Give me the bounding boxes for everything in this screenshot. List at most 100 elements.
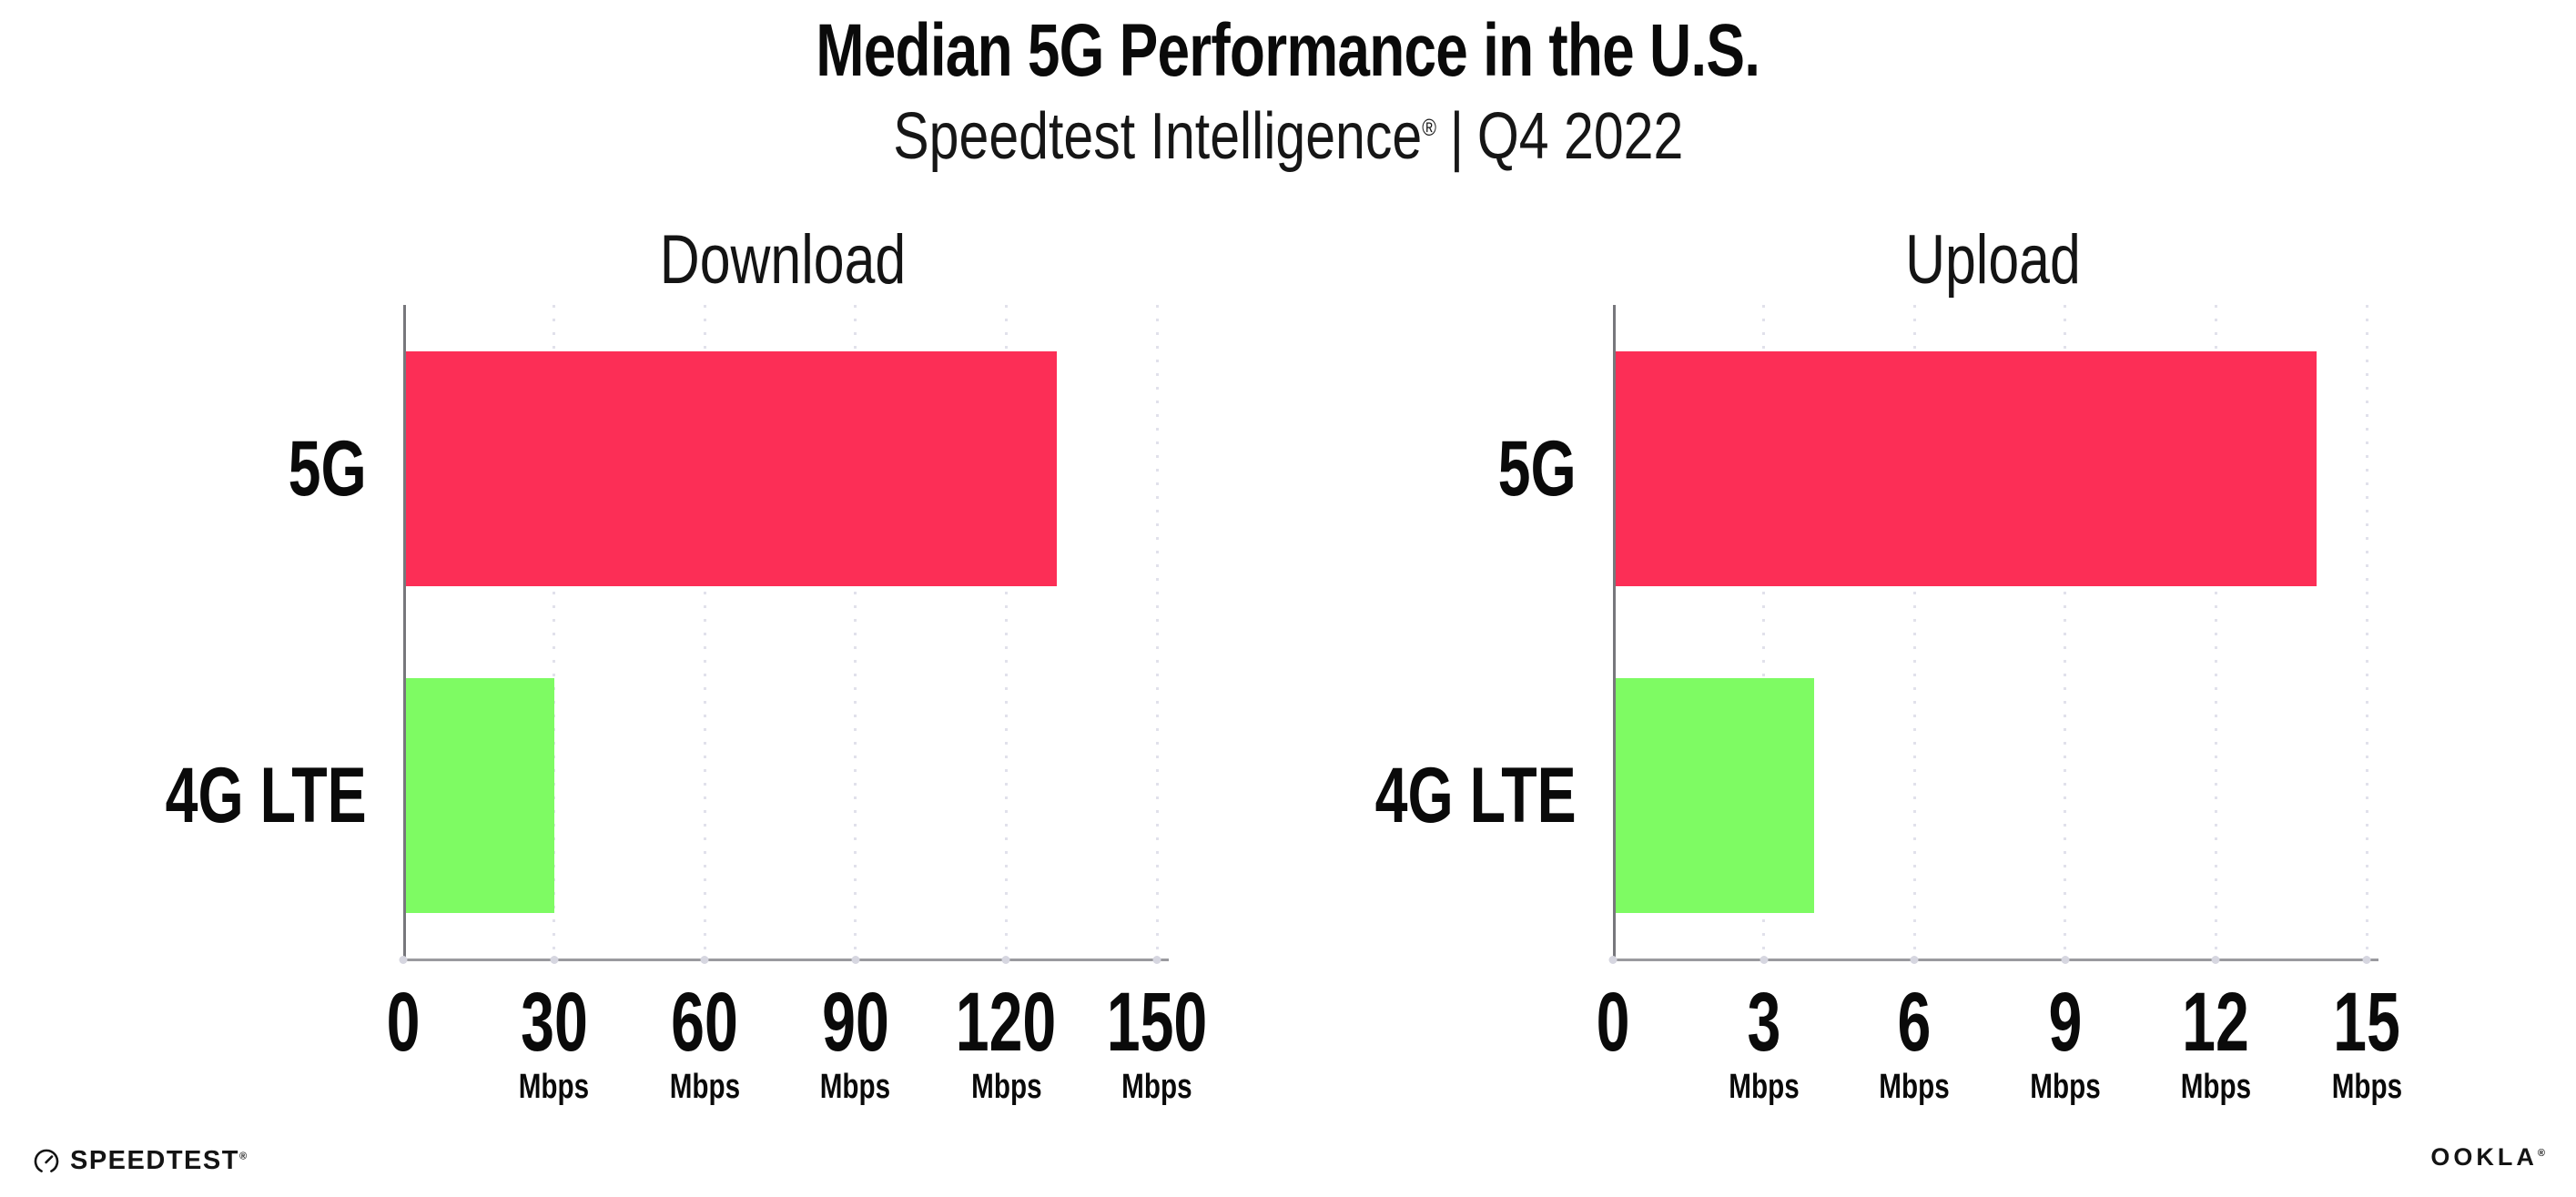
x-tick-12-upload: 12 Mbps [2169,961,2262,1107]
axis-tick-dot-6 [1910,956,1919,964]
y-axis-line-upload [1613,305,1616,959]
category-label-4g-lte-download: 4G LTE [98,755,367,837]
category-label-5g-download: 5G [262,428,367,510]
x-tick-unit-text: Mbps [518,1068,590,1106]
axis-tick-dot-3 [1760,956,1769,964]
bar-4g-lte-download [403,677,554,913]
x-tick-unit-text: Mbps [1879,1068,1950,1106]
registered-mark: ® [1421,114,1436,141]
x-tick-unit-text: Mbps [1728,1068,1800,1106]
axis-tick-dot-15 [2362,956,2371,964]
x-tick-unit: Mbps [2169,1067,2262,1107]
x-tick-unit-text: Mbps [2180,1068,2252,1106]
x-tick-unit: Mbps [937,1067,1077,1107]
x-tick-unit: Mbps [1087,1067,1227,1107]
speedtest-gauge-icon [34,1149,59,1172]
x-tick-unit: Mbps [507,1067,600,1107]
x-tick-value-text: 12 [2182,976,2250,1069]
speedtest-logo: SPEEDTEST® [33,1146,248,1176]
x-tick-90-download: 90 Mbps [809,961,902,1107]
download-chart-title: Download [659,221,907,299]
x-tick-value-text: 30 [520,976,588,1069]
x-tick-unit-text: Mbps [2331,1068,2402,1106]
download-plot-area [403,305,1162,959]
bar-5g-upload [1613,350,2317,586]
axis-tick-dot-90 [851,956,860,964]
x-tick-6-upload: 6 Mbps [1870,961,1960,1107]
x-tick-unit-text: Mbps [669,1068,740,1106]
x-tick-value-text: 60 [671,976,739,1069]
subtitle-brand: Speedtest Intelligence [892,100,1422,173]
gridline-3 [1762,305,1766,959]
x-tick-120-download: 120 Mbps [937,961,1077,1107]
x-tick-value-text: 150 [1106,976,1208,1069]
x-tick-150-download: 150 Mbps [1087,961,1227,1107]
gridline-60 [703,305,706,959]
x-tick-unit: Mbps [1719,1067,1809,1107]
x-tick-value: 12 [2169,976,2262,1069]
x-tick-60-download: 60 Mbps [658,961,751,1107]
gridline-120 [1004,305,1008,959]
axis-tick-dot-9 [2061,956,2070,964]
download-x-axis-line [399,956,1169,964]
x-tick-0-download: 0 [380,961,426,1064]
page-title: Median 5G Performance in the U.S. [816,9,1761,92]
gridline-9 [2064,305,2067,959]
category-label-text: 4G LTE [1374,751,1577,839]
x-tick-value-text: 3 [1747,976,1781,1069]
upload-x-axis-line [1608,956,2378,964]
x-tick-value-text: 0 [1596,976,1630,1069]
x-tick-unit: Mbps [2320,1067,2413,1107]
x-tick-unit-text: Mbps [820,1068,891,1106]
x-tick-value: 15 [2320,976,2413,1069]
x-tick-value-text: 90 [821,976,889,1069]
upload-plot-area [1613,305,2372,959]
gridline-12 [2214,305,2217,959]
gridline-90 [854,305,857,959]
gridline-6 [1912,305,1916,959]
x-tick-3-upload: 3 Mbps [1719,961,1809,1107]
category-label-4g-lte-upload: 4G LTE [1308,755,1577,837]
x-tick-value-text: 9 [2048,976,2083,1069]
x-tick-30-download: 30 Mbps [507,961,600,1107]
axis-tick-dot-12 [2211,956,2220,964]
gridline-30 [553,305,556,959]
x-tick-unit: Mbps [2020,1067,2110,1107]
x-tick-unit: Mbps [1870,1067,1960,1107]
x-tick-value: 0 [1589,976,1636,1069]
subtitle-divider: | [1449,100,1464,173]
x-tick-value: 30 [507,976,600,1069]
download-x-axis-labels: 0 30 Mbps 60 Mbps 90 Mbps 120 Mbps 150 Mbps [387,961,1208,1125]
x-tick-unit-text: Mbps [2030,1068,2101,1106]
axis-tick-dot-30 [550,956,559,964]
axis-tick-dot-120 [1001,956,1010,964]
axis-tick-dot-0 [399,956,408,964]
x-tick-value: 0 [380,980,426,1064]
x-tick-0-upload: 0 [1589,961,1636,1069]
x-tick-value: 150 [1087,976,1227,1069]
bar-4g-lte-upload [1613,677,1814,913]
gridline-15 [2365,305,2368,959]
x-tick-value: 60 [658,976,751,1069]
x-tick-unit: Mbps [658,1067,751,1107]
y-axis-line-download [403,305,406,959]
x-tick-unit-text: Mbps [1121,1068,1192,1106]
x-tick-value: 3 [1719,976,1809,1069]
bar-5g-download [403,350,1057,586]
axis-tick-dot-0 [1608,956,1618,964]
x-tick-value: 90 [809,976,902,1069]
x-tick-unit-text: Mbps [970,1068,1042,1106]
ookla-wordmark: OOKLA [2430,1143,2538,1171]
gridline-150 [1155,305,1159,959]
category-label-text: 5G [288,424,367,512]
x-tick-value-text: 6 [1897,976,1932,1069]
download-chart: Download 0 30 Mbps 60 Mbps 90 Mbps 120 Mbps 150 Mb… [41,191,1208,1129]
upload-chart: Upload 0 3 Mbps 6 Mbps 9 Mbps 12 Mbps 15 Mbps 5G 4G… [1251,191,2402,1129]
speedtest-wordmark: SPEEDTEST® [70,1146,248,1175]
x-tick-value: 6 [1870,976,1960,1069]
x-tick-value-text: 15 [2333,976,2400,1069]
upload-x-axis-labels: 0 3 Mbps 6 Mbps 9 Mbps 12 Mbps 15 Mbps [1597,961,2402,1125]
page-subtitle: Speedtest Intelligence® | Q4 2022 [0,93,2576,180]
category-label-text: 5G [1497,424,1577,512]
subtitle-period: Q4 2022 [1476,100,1684,173]
